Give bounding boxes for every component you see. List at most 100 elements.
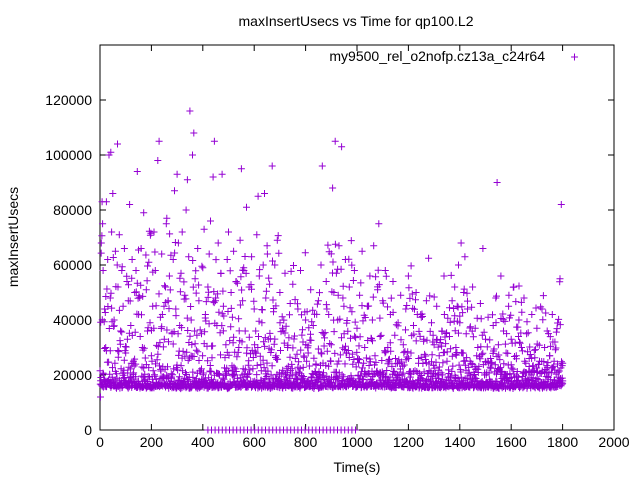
data-point (264, 367, 272, 375)
data-point (233, 353, 241, 361)
data-point (384, 344, 392, 351)
data-point (189, 257, 197, 264)
data-point (172, 305, 180, 313)
data-point (198, 365, 205, 373)
x-axis-label: Time(s) (334, 459, 381, 475)
data-point (450, 305, 458, 312)
y-axis-ticks: 0 20000 40000 60000 80000 100000 120000 (45, 92, 614, 438)
data-point (255, 272, 263, 280)
data-point (241, 253, 249, 260)
data-point (288, 360, 296, 368)
data-point (387, 347, 395, 355)
data-point (113, 370, 120, 378)
data-point (105, 358, 113, 366)
data-point (114, 283, 122, 291)
data-point (526, 343, 534, 351)
data-point (101, 305, 109, 313)
data-point (225, 228, 232, 236)
data-point (110, 316, 118, 324)
data-point (464, 297, 471, 305)
data-point (477, 315, 485, 323)
data-point (376, 333, 384, 340)
data-point (417, 313, 425, 321)
data-point (106, 294, 114, 302)
data-point (400, 361, 408, 369)
data-point (165, 272, 173, 280)
data-point (135, 311, 143, 318)
data-point (100, 318, 108, 326)
data-point (332, 269, 340, 277)
data-point (246, 366, 254, 374)
data-point (191, 327, 199, 335)
data-point (99, 220, 107, 228)
data-point (120, 245, 128, 252)
data-point (212, 294, 220, 302)
data-point (200, 383, 208, 391)
data-point (259, 261, 267, 269)
data-point (130, 362, 138, 370)
data-point (132, 267, 140, 274)
data-point (469, 333, 477, 341)
data-point (295, 358, 303, 366)
data-point (176, 322, 184, 329)
data-point (547, 342, 555, 350)
data-point (136, 333, 144, 340)
legend-plus-marker (571, 53, 578, 61)
data-point (444, 314, 452, 322)
data-point (557, 201, 565, 208)
data-point (236, 301, 244, 309)
data-point (376, 314, 384, 322)
data-point (302, 316, 310, 324)
data-point (171, 187, 178, 195)
data-point (495, 351, 503, 359)
data-point (539, 292, 547, 300)
data-point (501, 317, 509, 325)
data-point (219, 327, 227, 335)
data-point (507, 311, 515, 319)
data-point (204, 283, 212, 291)
data-point (215, 308, 223, 316)
data-point (102, 344, 110, 351)
data-point (98, 232, 106, 240)
data-point (489, 311, 496, 319)
data-point (343, 317, 351, 324)
data-point (180, 278, 188, 286)
data-point (485, 369, 493, 377)
data-point (107, 148, 115, 156)
y-tick-label: 60000 (53, 257, 92, 273)
data-point (152, 360, 159, 368)
x-tick-label: 2000 (598, 434, 629, 450)
data-point (491, 368, 499, 376)
y-tick-label: 20000 (53, 367, 92, 383)
data-point (243, 344, 251, 352)
data-point (205, 288, 213, 296)
data-point (204, 357, 212, 365)
x-axis-ticks: 0 200 400 600 800 1000 1200 1400 1600 1800 2000 (96, 45, 630, 450)
data-point (176, 288, 184, 296)
data-point (160, 302, 168, 310)
data-point (392, 355, 399, 362)
data-point (422, 352, 430, 360)
data-point (512, 352, 520, 360)
data-point (535, 341, 543, 349)
data-point (337, 265, 345, 273)
data-point (276, 319, 284, 327)
data-point (165, 305, 173, 313)
data-point (460, 289, 468, 296)
data-point (113, 261, 121, 269)
data-point (219, 302, 227, 310)
data-point (305, 324, 313, 332)
data-point (363, 302, 371, 310)
data-point (200, 369, 207, 377)
data-point (187, 316, 195, 324)
data-point (419, 360, 427, 367)
data-point (492, 294, 500, 302)
data-point (291, 296, 299, 304)
data-point (258, 319, 266, 327)
data-point (412, 296, 419, 304)
data-point (493, 292, 500, 300)
data-point (426, 292, 434, 300)
data-point (491, 361, 499, 369)
data-point (190, 353, 198, 360)
data-point (187, 303, 195, 310)
